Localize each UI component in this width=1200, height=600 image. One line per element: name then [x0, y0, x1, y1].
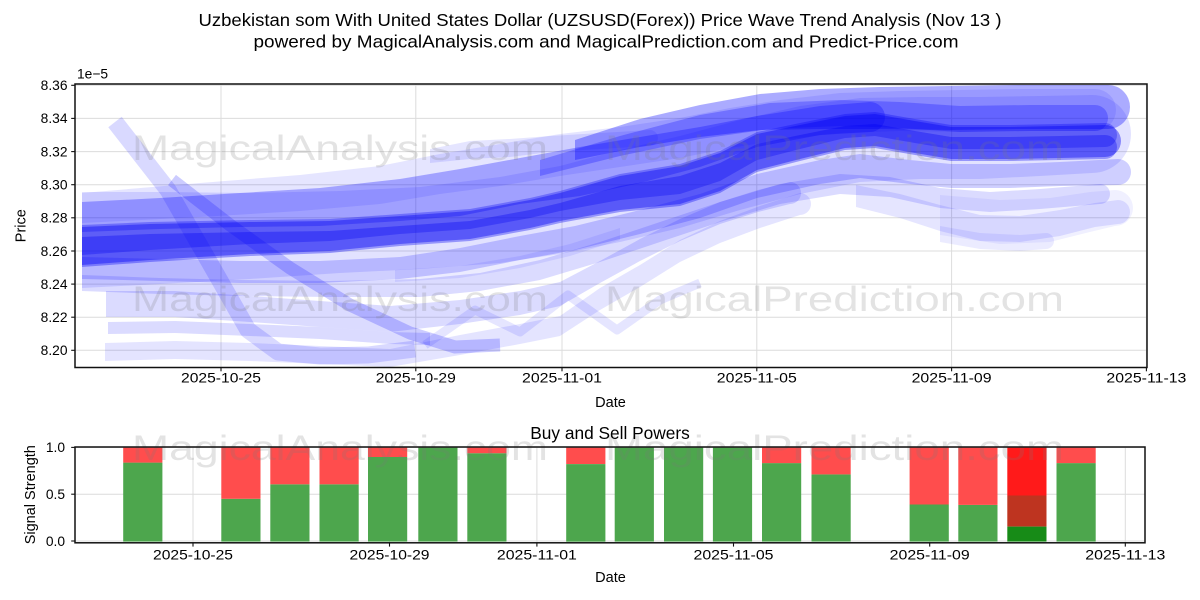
svg-text:powered by MagicalAnalysis.com: powered by MagicalAnalysis.com and Magic… [254, 32, 959, 52]
svg-text:MagicalAnalysis.com: MagicalAnalysis.com [132, 429, 548, 468]
svg-text:8.32: 8.32 [41, 144, 68, 159]
svg-text:Uzbekistan som With United Sta: Uzbekistan som With United States Dollar… [199, 10, 1002, 30]
svg-text:2025-10-25: 2025-10-25 [181, 371, 261, 386]
svg-text:8.22: 8.22 [41, 310, 68, 325]
svg-text:Date: Date [595, 395, 626, 411]
svg-text:8.30: 8.30 [41, 178, 68, 193]
svg-text:1e−5: 1e−5 [77, 67, 108, 82]
svg-text:MagicalPrediction.com: MagicalPrediction.com [605, 280, 1064, 319]
svg-text:8.28: 8.28 [41, 211, 68, 226]
svg-text:MagicalPrediction.com: MagicalPrediction.com [605, 129, 1064, 168]
svg-text:2025-11-13: 2025-11-13 [1085, 548, 1165, 563]
svg-text:8.36: 8.36 [41, 78, 68, 93]
svg-text:2025-10-29: 2025-10-29 [376, 371, 456, 386]
svg-text:2025-10-29: 2025-10-29 [350, 548, 430, 563]
svg-text:MagicalAnalysis.com: MagicalAnalysis.com [132, 280, 548, 319]
svg-text:2025-10-25: 2025-10-25 [153, 548, 233, 563]
svg-text:2025-11-09: 2025-11-09 [912, 371, 992, 386]
svg-text:8.20: 8.20 [41, 343, 68, 358]
svg-text:2025-11-09: 2025-11-09 [890, 548, 970, 563]
svg-text:2025-11-01: 2025-11-01 [522, 371, 602, 386]
svg-text:Price: Price [14, 209, 30, 242]
svg-text:Signal Strength: Signal Strength [23, 445, 39, 544]
svg-text:8.24: 8.24 [41, 277, 68, 292]
svg-text:2025-11-05: 2025-11-05 [694, 548, 774, 563]
svg-text:2025-11-05: 2025-11-05 [717, 371, 797, 386]
svg-text:Buy and Sell Powers: Buy and Sell Powers [530, 423, 690, 443]
svg-text:MagicalPrediction.com: MagicalPrediction.com [605, 429, 1064, 468]
svg-text:0.0: 0.0 [46, 534, 66, 549]
svg-text:MagicalAnalysis.com: MagicalAnalysis.com [132, 129, 548, 168]
svg-text:0.5: 0.5 [46, 487, 66, 502]
svg-text:1.0: 1.0 [46, 440, 66, 455]
svg-text:2025-11-01: 2025-11-01 [497, 548, 577, 563]
svg-text:Date: Date [595, 570, 626, 586]
svg-text:8.26: 8.26 [41, 244, 68, 259]
svg-text:8.34: 8.34 [41, 111, 68, 126]
svg-text:2025-11-13: 2025-11-13 [1106, 371, 1186, 386]
